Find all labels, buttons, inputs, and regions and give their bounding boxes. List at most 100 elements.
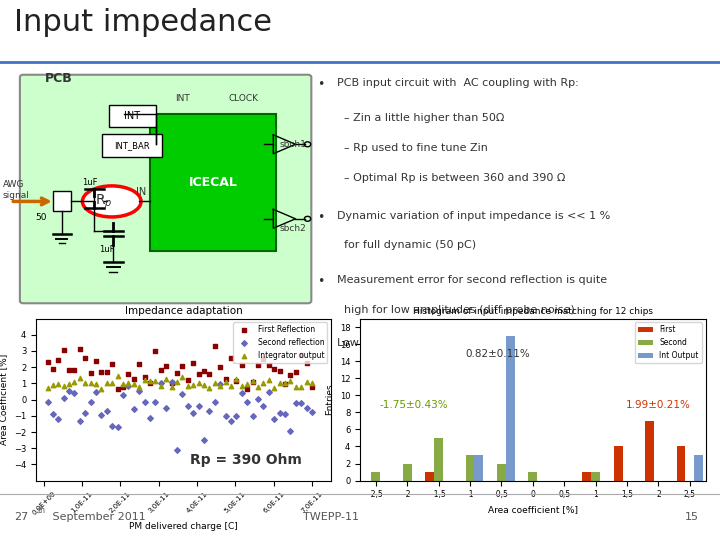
First Reflection <box>306 383 318 391</box>
Integrator output <box>209 379 220 388</box>
Legend: First, Second, Int Output: First, Second, Int Output <box>635 322 702 363</box>
Integrator output <box>112 372 123 381</box>
Second reflection <box>68 388 80 397</box>
Title: Impedance adaptation: Impedance adaptation <box>125 306 243 316</box>
FancyBboxPatch shape <box>53 192 71 211</box>
Second reflection <box>53 414 64 423</box>
Text: 50: 50 <box>36 213 48 222</box>
First Reflection <box>171 369 183 377</box>
Bar <box>434 438 443 481</box>
Second reflection <box>90 388 102 396</box>
First Reflection <box>193 370 204 379</box>
Text: 1.99±0.21%: 1.99±0.21% <box>626 400 691 410</box>
Y-axis label: Entries: Entries <box>325 384 334 415</box>
First Reflection <box>263 361 274 369</box>
Second reflection <box>171 446 183 455</box>
First Reflection <box>230 377 242 386</box>
Text: 1uF: 1uF <box>99 245 114 254</box>
Second reflection <box>117 390 129 399</box>
First Reflection <box>247 378 258 387</box>
Second reflection <box>187 408 199 417</box>
First Reflection <box>295 351 307 360</box>
First Reflection <box>101 368 112 377</box>
Integrator output <box>176 373 188 381</box>
Integrator output <box>166 383 177 392</box>
Text: th: th <box>38 507 46 515</box>
Second reflection <box>58 394 69 402</box>
Second reflection <box>301 403 312 412</box>
Text: AWG: AWG <box>2 179 24 188</box>
First Reflection <box>241 385 253 394</box>
Text: for full dynamic (50 pC): for full dynamic (50 pC) <box>337 240 476 251</box>
Integrator output <box>122 378 134 387</box>
Text: Input impedance: Input impedance <box>14 8 272 37</box>
Second reflection <box>96 411 107 420</box>
Second reflection <box>193 402 204 410</box>
Integrator output <box>301 377 312 386</box>
Text: •: • <box>317 78 324 91</box>
Bar <box>677 447 685 481</box>
Integrator output <box>274 379 285 387</box>
Integrator output <box>53 380 64 389</box>
First Reflection <box>117 382 129 391</box>
First Reflection <box>96 368 107 377</box>
Integrator output <box>79 379 91 387</box>
Integrator output <box>58 381 69 390</box>
Integrator output <box>139 376 150 384</box>
First Reflection <box>68 366 80 374</box>
Second reflection <box>258 402 269 410</box>
Integrator output <box>182 382 194 390</box>
Integrator output <box>150 377 161 386</box>
Second reflection <box>204 407 215 416</box>
First Reflection <box>204 370 215 379</box>
FancyBboxPatch shape <box>20 75 311 303</box>
Integrator output <box>252 383 264 391</box>
First Reflection <box>107 360 118 369</box>
Second reflection <box>161 404 172 413</box>
Second reflection <box>176 390 188 399</box>
Second reflection <box>139 397 150 406</box>
Text: INT_BAR: INT_BAR <box>114 141 150 150</box>
First Reflection <box>150 346 161 355</box>
Integrator output <box>290 383 302 391</box>
Text: Measurement error for second reflection is quite: Measurement error for second reflection … <box>337 275 607 286</box>
First Reflection <box>139 373 150 382</box>
FancyBboxPatch shape <box>109 105 156 127</box>
Text: – Zin a little higher than 50Ω: – Zin a little higher than 50Ω <box>337 113 504 124</box>
Integrator output <box>128 379 140 388</box>
First Reflection <box>53 355 64 364</box>
Integrator output <box>215 382 226 391</box>
First Reflection <box>279 380 291 388</box>
Integrator output <box>220 377 231 386</box>
First Reflection <box>258 354 269 363</box>
Integrator output <box>68 378 80 387</box>
Second reflection <box>225 416 237 425</box>
Second reflection <box>155 379 166 387</box>
First Reflection <box>301 359 312 368</box>
Bar <box>645 421 654 481</box>
First Reflection <box>79 354 91 363</box>
First Reflection <box>122 369 134 378</box>
Text: 0.82±0.11%: 0.82±0.11% <box>466 349 531 359</box>
Second reflection <box>74 417 86 426</box>
Text: September 2011: September 2011 <box>49 512 145 522</box>
Integrator output <box>198 381 210 389</box>
First Reflection <box>252 361 264 369</box>
First Reflection <box>236 361 248 369</box>
Second reflection <box>236 389 248 397</box>
Text: sbch1: sbch1 <box>279 140 307 149</box>
Bar <box>505 336 515 481</box>
Text: Low Refl. Coef. dispersion < 0.5%: Low Refl. Coef. dispersion < 0.5% <box>337 338 524 348</box>
Integrator output <box>295 383 307 391</box>
Integrator output <box>161 375 172 383</box>
First Reflection <box>74 345 86 354</box>
Bar <box>582 472 591 481</box>
First Reflection <box>85 368 96 377</box>
First Reflection <box>284 371 296 380</box>
First Reflection <box>47 364 58 373</box>
Text: •: • <box>317 211 324 224</box>
Bar <box>591 472 600 481</box>
First Reflection <box>274 366 285 375</box>
Integrator output <box>284 377 296 386</box>
Integrator output <box>193 379 204 387</box>
